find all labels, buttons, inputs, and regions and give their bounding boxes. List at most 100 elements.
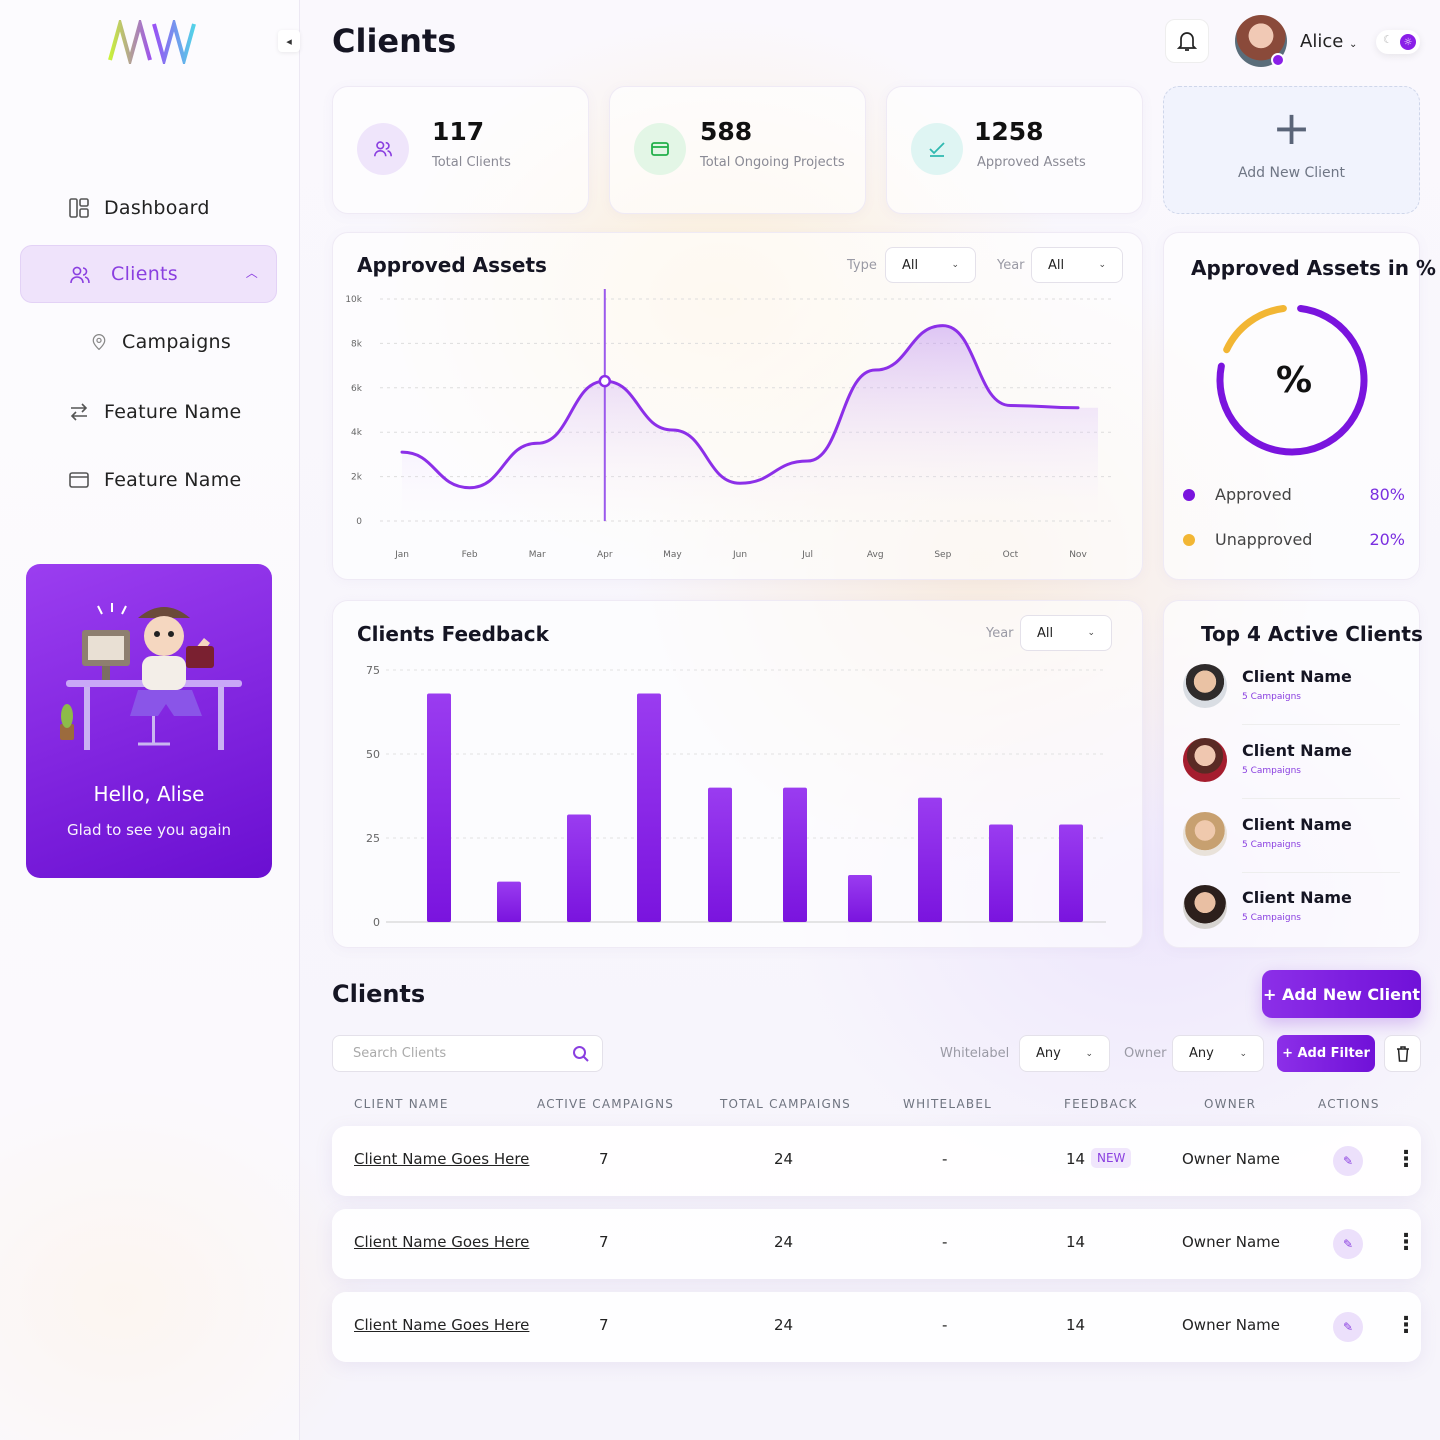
- bar: [708, 787, 732, 922]
- location-pin-icon: [92, 334, 106, 351]
- avatar: [1183, 885, 1227, 929]
- window-icon: [69, 472, 89, 488]
- active-campaigns-cell: 7: [599, 1233, 609, 1251]
- search-input[interactable]: [353, 1046, 553, 1061]
- stat-total-clients: 117 Total Clients: [332, 86, 589, 214]
- add-new-client-button[interactable]: + Add New Client: [1262, 970, 1421, 1018]
- search-clients: [332, 1035, 603, 1072]
- top-client-item[interactable]: Client Name 5 Campaigns: [1183, 812, 1403, 872]
- owner-cell: Owner Name: [1182, 1150, 1280, 1168]
- y-tick-label: 2k: [351, 473, 363, 483]
- nav-clients-label: Clients: [111, 263, 179, 285]
- user-menu[interactable]: Alice ⌄: [1300, 31, 1357, 52]
- greeting-subtitle: Glad to see you again: [66, 821, 232, 839]
- divider: [1242, 872, 1400, 873]
- top-client-item[interactable]: Client Name 5 Campaigns: [1183, 738, 1403, 798]
- top-client-item[interactable]: Client Name 5 Campaigns: [1183, 664, 1403, 724]
- client-name-link[interactable]: Client Name Goes Here: [354, 1233, 530, 1251]
- arrow-left-icon: ◂: [286, 34, 292, 48]
- avatar: [1183, 664, 1227, 708]
- column-header: ACTIONS: [1318, 1097, 1380, 1111]
- donut-slice: [1216, 305, 1368, 456]
- edit-button[interactable]: ✎: [1333, 1312, 1363, 1342]
- brand-logo[interactable]: [106, 16, 198, 68]
- more-options-icon[interactable]: ⋮: [1395, 1147, 1417, 1172]
- stat-label: Total Ongoing Projects: [700, 155, 845, 170]
- add-new-client-card[interactable]: + Add New Client: [1163, 86, 1420, 214]
- table-row: Client Name Goes Here 7 24 - 14 Owner Na…: [332, 1292, 1421, 1362]
- users-icon: [357, 123, 409, 175]
- sun-icon: ☼: [1400, 34, 1416, 50]
- collapse-sidebar-button[interactable]: ◂: [278, 30, 300, 52]
- legend-label: Approved: [1215, 485, 1292, 504]
- owner-filter-select[interactable]: Any ⌄: [1172, 1035, 1264, 1072]
- client-name-link[interactable]: Client Name Goes Here: [354, 1316, 530, 1334]
- x-tick-label: Nov: [1069, 550, 1087, 560]
- top-client-item[interactable]: Client Name 5 Campaigns: [1183, 885, 1403, 945]
- feedback-year-value: All: [1037, 625, 1054, 641]
- new-badge: NEW: [1091, 1148, 1132, 1168]
- y-tick-label: 8k: [351, 339, 363, 349]
- approved-percent-title: Approved Assets in %: [1191, 256, 1436, 280]
- nav-feature-1[interactable]: Feature Name: [68, 401, 242, 423]
- nav-campaigns[interactable]: Campaigns: [90, 331, 231, 353]
- delete-filters-button[interactable]: [1384, 1035, 1421, 1072]
- more-options-icon[interactable]: ⋮: [1395, 1230, 1417, 1255]
- nav-dashboard[interactable]: Dashboard: [68, 197, 210, 219]
- avatar: [1183, 738, 1227, 782]
- bar: [989, 824, 1013, 922]
- legend-value: 80%: [1369, 485, 1405, 504]
- type-filter-value: All: [902, 257, 919, 273]
- nav-dashboard-label: Dashboard: [104, 197, 210, 219]
- workspace-illustration: [60, 603, 242, 750]
- donut-slice: [1223, 305, 1287, 354]
- whitelabel-filter-label: Whitelabel: [940, 1046, 1010, 1061]
- add-new-client-label: Add New Client: [1237, 165, 1346, 181]
- nav-feature-1-label: Feature Name: [104, 401, 242, 423]
- type-filter-select[interactable]: All ⌄: [885, 247, 976, 283]
- theme-toggle[interactable]: ☾ ☼: [1376, 30, 1420, 54]
- x-tick-label: Jan: [394, 550, 409, 560]
- stat-label: Total Clients: [432, 155, 511, 170]
- chevron-down-icon: ⌄: [1239, 1048, 1247, 1059]
- feedback-year-select[interactable]: All ⌄: [1020, 615, 1112, 651]
- nav-campaigns-label: Campaigns: [122, 331, 232, 353]
- x-tick-label: Sep: [934, 550, 951, 560]
- y-tick-label: 6k: [351, 384, 363, 394]
- bar: [1059, 824, 1083, 922]
- x-tick-label: Apr: [597, 550, 613, 560]
- notifications-button[interactable]: [1165, 19, 1209, 63]
- whitelabel-filter-select[interactable]: Any ⌄: [1019, 1035, 1110, 1072]
- pencil-icon: ✎: [1342, 1237, 1354, 1251]
- whitelabel-cell: -: [942, 1233, 948, 1251]
- search-icon[interactable]: [572, 1045, 590, 1063]
- y-tick-label: 0: [373, 916, 380, 929]
- nav-feature-2-label: Feature Name: [104, 469, 242, 491]
- legend-value: 20%: [1369, 530, 1405, 549]
- highlight-point: [598, 374, 612, 388]
- client-name-link[interactable]: Client Name Goes Here: [354, 1150, 530, 1168]
- add-filter-button[interactable]: + Add Filter: [1277, 1035, 1375, 1072]
- series-line: [400, 324, 1080, 490]
- avatar: [1183, 812, 1227, 856]
- table-row: Client Name Goes Here 7 24 - 14 NEW Owne…: [332, 1126, 1421, 1196]
- total-campaigns-cell: 24: [774, 1316, 794, 1334]
- online-status-dot: [1271, 53, 1285, 67]
- more-options-icon[interactable]: ⋮: [1395, 1313, 1417, 1338]
- edit-button[interactable]: ✎: [1333, 1229, 1363, 1259]
- x-tick-label: Jun: [732, 550, 747, 560]
- year-filter-select[interactable]: All ⌄: [1031, 247, 1123, 283]
- column-header: CLIENT NAME: [354, 1097, 449, 1111]
- nav-clients[interactable]: Clients ︿: [20, 245, 277, 303]
- total-campaigns-cell: 24: [774, 1233, 794, 1251]
- greeting: Hello, Alise: [93, 782, 205, 806]
- nav-feature-2[interactable]: Feature Name: [68, 469, 242, 491]
- stat-total-projects: 588 Total Ongoing Projects: [609, 86, 866, 214]
- user-avatar[interactable]: [1235, 15, 1287, 67]
- top-client-campaigns: 5 Campaigns: [1242, 766, 1301, 776]
- edit-button[interactable]: ✎: [1333, 1146, 1363, 1176]
- top-client-name: Client Name: [1242, 667, 1352, 686]
- y-tick-label: 4k: [351, 428, 363, 438]
- total-campaigns-cell: 24: [774, 1150, 794, 1168]
- chevron-up-icon: ︿: [245, 266, 258, 280]
